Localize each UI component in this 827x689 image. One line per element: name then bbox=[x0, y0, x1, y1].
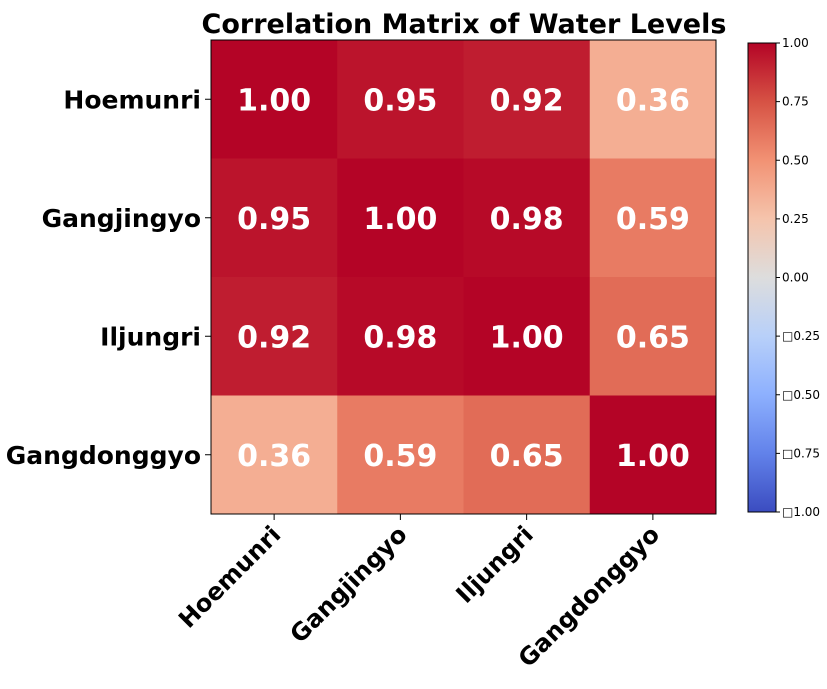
colorbar-tick-label: 1.00 bbox=[782, 36, 809, 50]
heatmap-cell-label: 0.36 bbox=[616, 83, 690, 118]
x-tick-label: Hoemunri bbox=[173, 520, 286, 633]
heatmap-cell-label: 0.65 bbox=[490, 439, 564, 474]
plot-frame bbox=[210, 39, 717, 515]
y-axis: Hoemunri Gangjingyo Iljungri Gangdonggyo bbox=[6, 85, 211, 470]
heatmap-cell-labels: 1.00 0.95 0.92 0.36 0.95 1.00 0.98 0.59 0.92 0.98… bbox=[237, 83, 690, 474]
heatmap-cell bbox=[211, 40, 338, 159]
heatmap-cells bbox=[211, 40, 717, 515]
heatmap-cell-label: 0.98 bbox=[363, 320, 437, 355]
heatmap-cell bbox=[463, 40, 591, 159]
heatmap-cell bbox=[211, 158, 338, 278]
heatmap-cell bbox=[463, 395, 591, 515]
heatmap-cell bbox=[211, 277, 338, 396]
colorbar-tick-label: □0.75 bbox=[782, 446, 820, 460]
colorbar-tick-label: 0.75 bbox=[782, 95, 809, 109]
colorbar-tick-label: 0.00 bbox=[782, 271, 809, 285]
y-tick-label: Gangdonggyo bbox=[6, 441, 201, 470]
chart-title: Correlation Matrix of Water Levels bbox=[202, 9, 727, 40]
heatmap-cell bbox=[589, 395, 717, 515]
heatmap-cell bbox=[589, 40, 717, 159]
heatmap-cell-label: 1.00 bbox=[237, 83, 311, 118]
heatmap-cell-label: 0.92 bbox=[237, 320, 311, 355]
heatmap-cell bbox=[211, 395, 338, 515]
x-tick-label: Gangjingyo bbox=[285, 520, 413, 648]
heatmap-cell bbox=[337, 158, 464, 278]
heatmap-cell bbox=[337, 277, 464, 396]
heatmap-cell bbox=[463, 158, 591, 278]
heatmap-cell-label: 1.00 bbox=[363, 202, 437, 237]
heatmap-cell bbox=[337, 40, 464, 159]
colorbar-tick-label: 0.25 bbox=[782, 212, 809, 226]
colorbar-tick-label: □0.50 bbox=[782, 388, 820, 402]
colorbar-gradient bbox=[747, 42, 777, 513]
heatmap-cell-label: 0.59 bbox=[363, 439, 437, 474]
heatmap-cell-label: 0.98 bbox=[490, 202, 564, 237]
y-tick-label: Iljungri bbox=[100, 322, 201, 351]
y-tick-label: Gangjingyo bbox=[42, 204, 201, 233]
heatmap-cell bbox=[463, 277, 591, 396]
heatmap-cell-label: 0.36 bbox=[237, 439, 311, 474]
colorbar-tick-label: □0.25 bbox=[782, 329, 820, 343]
colorbar-ticks: 1.00 0.75 0.50 0.25 0.00 □0.25 □0.50 □0.75 □1.00 bbox=[776, 36, 820, 519]
heatmap-cell bbox=[589, 277, 717, 396]
heatmap-cell bbox=[589, 158, 717, 278]
heatmap-cell-label: 1.00 bbox=[490, 320, 564, 355]
colorbar-tick-label: 0.50 bbox=[782, 153, 809, 167]
x-tick-label: Iljungri bbox=[451, 520, 539, 608]
heatmap-cell-label: 0.95 bbox=[237, 202, 311, 237]
heatmap-cell bbox=[337, 395, 464, 515]
colorbar-tick-label: □1.00 bbox=[782, 505, 820, 519]
heatmap-cell-label: 0.59 bbox=[616, 202, 690, 237]
heatmap-cell-label: 0.65 bbox=[616, 320, 690, 355]
heatmap-cell-label: 0.95 bbox=[363, 83, 437, 118]
colorbar bbox=[747, 42, 777, 513]
heatmap-cell-label: 0.92 bbox=[490, 83, 564, 118]
y-tick-label: Hoemunri bbox=[63, 85, 201, 114]
heatmap-cell-label: 1.00 bbox=[616, 439, 690, 474]
